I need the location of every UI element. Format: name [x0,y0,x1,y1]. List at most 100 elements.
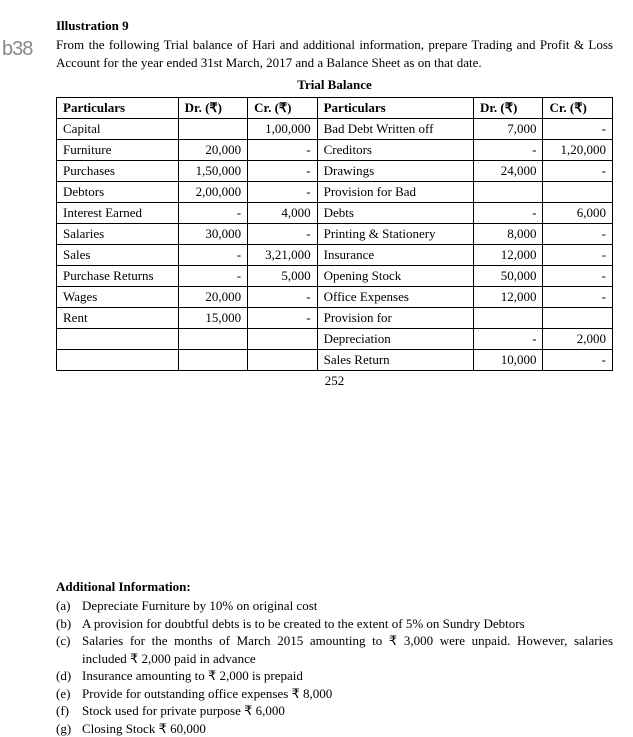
table-row: Purchases1,50,000-Drawings24,000- [57,161,613,182]
col-header-particulars: Particulars [57,98,179,119]
list-text: A provision for doubtful debts is to be … [82,615,613,633]
table-row: Salaries30,000 - Printing & Stationery8,00… [57,224,613,245]
table-cell: Opening Stock [317,266,473,287]
table-cell: - [473,203,543,224]
list-marker: (a) [56,597,82,615]
list-item: (f)Stock used for private purpose ₹ 6,00… [56,702,613,720]
table-cell [178,329,248,350]
table-cell [248,350,318,371]
trial-balance-title: Trial Balance [56,77,613,93]
illustration-heading: Illustration 9 [56,18,613,34]
table-cell: Bad Debt Written off [317,119,473,140]
list-item: (b)A provision for doubtful debts is to … [56,615,613,633]
table-cell: Debtors [57,182,179,203]
table-cell: - [248,182,318,203]
table-cell: 12,000 [473,245,543,266]
table-cell [473,308,543,329]
table-cell: 15,000 [178,308,248,329]
table-cell: - [543,119,613,140]
list-marker: (f) [56,702,82,720]
table-cell: Creditors [317,140,473,161]
table-cell: - [178,245,248,266]
list-text: Closing Stock ₹ 60,000 [82,720,613,737]
table-row: Wages20,000-Office Expenses12,000- [57,287,613,308]
table-row: Furniture20,000-Creditors-1,20,000 [57,140,613,161]
table-cell: - [178,203,248,224]
list-text: Insurance amounting to ₹ 2,000 is prepai… [82,667,613,685]
table-cell [57,329,179,350]
list-item: (d)Insurance amounting to ₹ 2,000 is pre… [56,667,613,685]
table-cell: - [248,287,318,308]
col-header-dr: Dr. (₹) [178,98,248,119]
list-item: (a)Depreciate Furniture by 10% on origin… [56,597,613,615]
table-cell: 4,000 [248,203,318,224]
table-cell: Sales Return [317,350,473,371]
table-cell: 2,00,000 [178,182,248,203]
table-cell: Depreciation [317,329,473,350]
list-marker: (g) [56,720,82,737]
table-header-row: Particulars Dr. (₹) Cr. (₹) Particulars … [57,98,613,119]
table-cell: - [178,266,248,287]
table-row: Debtors2,00,000-Provision for Bad [57,182,613,203]
table-cell: 2,000 [543,329,613,350]
page-watermark: b38 [2,38,32,61]
table-cell [248,329,318,350]
table-cell: 1,20,000 [543,140,613,161]
table-cell: 1,00,000 [248,119,318,140]
table-cell: Salaries [57,224,179,245]
list-text: Depreciate Furniture by 10% on original … [82,597,613,615]
table-cell: 30,000 [178,224,248,245]
table-cell [178,119,248,140]
table-cell: 1,50,000 [178,161,248,182]
table-cell: - [473,329,543,350]
table-cell: 10,000 [473,350,543,371]
table-row: Sales-3,21,000Insurance12,000- [57,245,613,266]
list-text: Provide for outstanding office expenses … [82,685,613,703]
table-cell: - [248,161,318,182]
list-item: (g)Closing Stock ₹ 60,000 [56,720,613,737]
table-cell: 12,000 [473,287,543,308]
table-cell [473,182,543,203]
list-marker: (e) [56,685,82,703]
table-cell: - [543,350,613,371]
table-row: Interest Earned-4,000Debts-6,000 [57,203,613,224]
table-cell: - [543,224,613,245]
list-marker: (c) [56,632,82,667]
table-cell: - [543,245,613,266]
additional-info-heading: Additional Information: [56,579,613,595]
table-cell: Furniture [57,140,179,161]
table-cell: Purchases [57,161,179,182]
table-cell: - [543,287,613,308]
table-row: Purchase Returns-5,000Opening Stock50,00… [57,266,613,287]
list-text: Salaries for the months of March 2015 am… [82,632,613,667]
col-header-cr: Cr. (₹) [543,98,613,119]
table-row: Depreciation-2,000 [57,329,613,350]
table-cell: Debts [317,203,473,224]
table-cell: 24,000 [473,161,543,182]
table-cell: Printing & Stationery [317,224,473,245]
table-cell: 50,000 [473,266,543,287]
table-cell [543,182,613,203]
table-cell: - [248,140,318,161]
table-cell: 8,000 [473,224,543,245]
col-header-particulars: Particulars [317,98,473,119]
table-cell: Wages [57,287,179,308]
list-text: Stock used for private purpose ₹ 6,000 [82,702,613,720]
vertical-gap [56,389,613,579]
document-content: Illustration 9 From the following Trial … [56,18,613,737]
list-item: (c)Salaries for the months of March 2015… [56,632,613,667]
table-cell: Insurance [317,245,473,266]
table-row: Capital1,00,000Bad Debt Written off7,000… [57,119,613,140]
table-cell: Office Expenses [317,287,473,308]
page-number: 252 [56,373,613,389]
table-cell: Provision for Bad [317,182,473,203]
list-item: (e)Provide for outstanding office expens… [56,685,613,703]
table-cell [57,350,179,371]
col-header-dr: Dr. (₹) [473,98,543,119]
table-cell: 7,000 [473,119,543,140]
table-row: Sales Return10,000- [57,350,613,371]
table-cell: 3,21,000 [248,245,318,266]
table-row: Rent15,000-Provision for [57,308,613,329]
table-cell: 6,000 [543,203,613,224]
table-cell: 20,000 [178,287,248,308]
